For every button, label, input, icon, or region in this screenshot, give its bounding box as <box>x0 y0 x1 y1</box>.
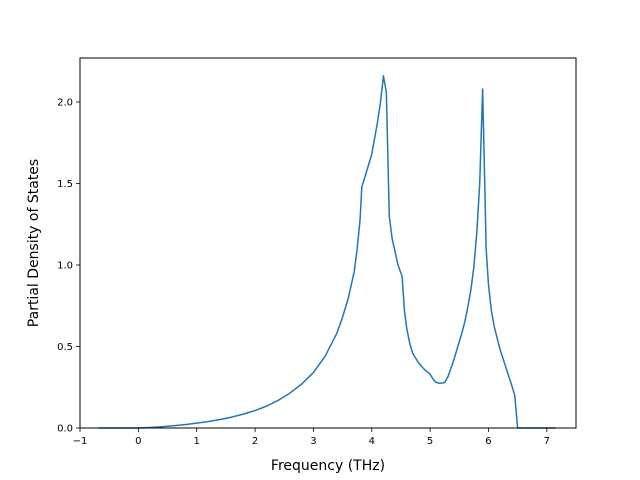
x-axis-label: Frequency (THz) <box>271 458 385 474</box>
x-tick-label: 1 <box>194 436 200 447</box>
x-tick-label: 3 <box>310 436 316 447</box>
x-tick-label: 4 <box>369 436 375 447</box>
y-tick-label: 0.0 <box>57 424 73 435</box>
y-tick-label: 2.0 <box>57 98 73 109</box>
y-tick-label: 1.0 <box>57 261 73 272</box>
x-tick-label: 7 <box>544 436 550 447</box>
y-axis-label: Partial Density of States <box>26 159 42 327</box>
x-tick-label: 6 <box>485 436 491 447</box>
x-tick-label: 5 <box>427 436 433 447</box>
y-tick-label: 1.5 <box>57 179 73 190</box>
axes-frame <box>79 57 577 429</box>
x-tick-label: −1 <box>73 436 88 447</box>
x-tick-label: 0 <box>135 436 141 447</box>
x-tick-label: 2 <box>252 436 258 447</box>
series-line-0 <box>98 75 556 429</box>
y-tick-label: 0.5 <box>57 342 73 353</box>
